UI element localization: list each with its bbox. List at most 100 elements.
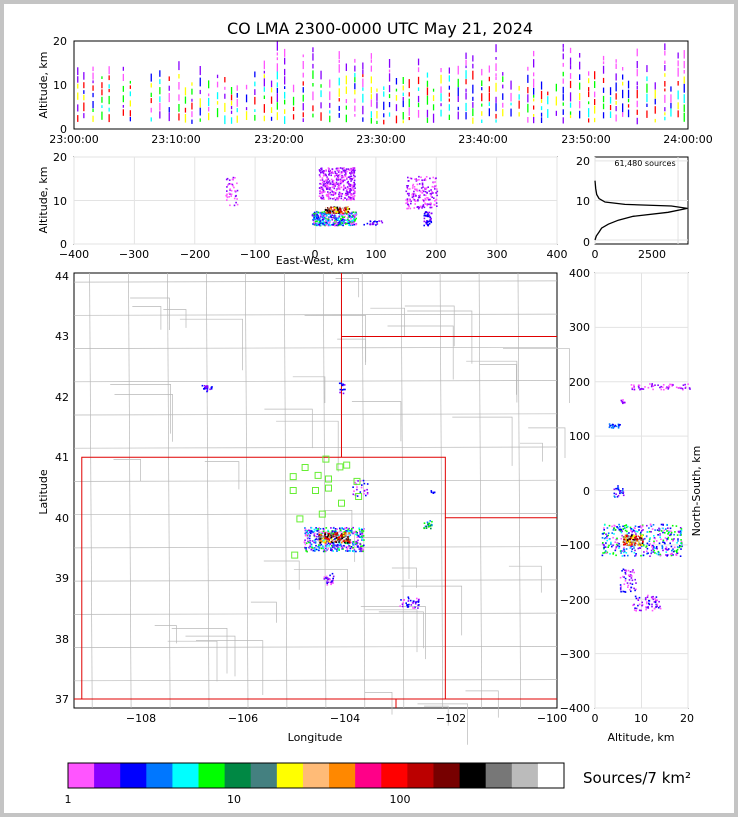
map-source [346, 548, 349, 550]
ns-source [617, 488, 619, 490]
time-stripe [370, 76, 372, 84]
map-source [306, 530, 309, 532]
ns-core [630, 543, 632, 546]
ew-source [329, 213, 332, 216]
ns-source [657, 384, 659, 386]
ns-source [659, 555, 662, 557]
ew-source [334, 185, 336, 187]
time-stripe [609, 96, 612, 104]
ew-source [334, 170, 336, 173]
time-stripe [178, 104, 180, 112]
ew-source [349, 190, 351, 192]
map-source [325, 575, 328, 578]
map-core [339, 534, 342, 537]
ew-source [226, 199, 228, 201]
ew-source [331, 219, 334, 221]
map-source [317, 529, 320, 532]
ns-source [624, 591, 627, 593]
lma-station-marker [312, 487, 319, 494]
ew-source [413, 199, 416, 201]
map-source [310, 545, 313, 548]
ew-source [349, 183, 352, 186]
ew-source [414, 178, 416, 180]
ew-source [320, 188, 323, 191]
ew-source [233, 197, 236, 200]
time-stripe [208, 80, 210, 89]
ew-source [423, 199, 425, 202]
ew-source [328, 169, 331, 171]
map-source [352, 532, 354, 535]
ew-source [378, 220, 380, 222]
ns-source [640, 388, 642, 390]
time-stripe [92, 101, 94, 109]
ns-core [640, 537, 642, 540]
time-stripe [518, 94, 520, 100]
map-source [327, 578, 330, 580]
ew-source [324, 173, 327, 176]
ew-source [347, 221, 349, 223]
ew-core [337, 210, 340, 213]
time-stripe [636, 48, 638, 57]
ns-core [624, 540, 626, 543]
ew-source [326, 222, 328, 225]
time-stripe [208, 112, 210, 121]
map-core [329, 541, 331, 543]
time-stripe [270, 87, 273, 93]
ns-source [654, 601, 657, 604]
ns-source [671, 552, 673, 555]
ew-source [319, 175, 321, 178]
time-stripe [588, 118, 590, 123]
map-source [349, 534, 352, 536]
map-source [366, 493, 369, 495]
ew-source [315, 217, 318, 219]
ns-core [629, 542, 632, 545]
ew-source [342, 176, 345, 178]
ew-source [326, 187, 328, 189]
time-stripe [168, 93, 170, 103]
ew-source [436, 190, 439, 193]
map-core [322, 534, 324, 537]
time-stripe [518, 85, 520, 91]
ew-source [323, 211, 326, 213]
time-stripe [329, 110, 331, 114]
time-stripe [108, 75, 110, 81]
ns-source [615, 487, 617, 490]
ns-xtick: 0 [592, 712, 599, 725]
ns-source [631, 387, 633, 389]
ew-source [343, 220, 345, 223]
ew-source [426, 203, 429, 205]
time-stripe [495, 82, 497, 92]
ew-source [338, 215, 340, 218]
ew-source [334, 214, 337, 217]
ns-source [611, 425, 614, 427]
time-stripe [457, 65, 459, 75]
time-stripe [432, 113, 435, 123]
ew-source [380, 220, 383, 222]
time-stripe [312, 113, 314, 118]
time-stripe [683, 104, 685, 112]
ew-source [351, 169, 353, 171]
ew-source [351, 220, 353, 222]
ns-source [639, 533, 642, 535]
ew-core [338, 209, 341, 212]
time-stripe [208, 97, 210, 107]
map-xtick: −108 [126, 712, 156, 725]
map-source [354, 531, 357, 534]
ew-source [323, 180, 326, 183]
time-stripe [417, 102, 420, 108]
ew-source [334, 174, 336, 177]
map-source [326, 549, 328, 551]
ew-source [331, 224, 333, 226]
ns-core [624, 543, 627, 545]
ew-source [322, 189, 325, 192]
time-stripe [302, 118, 304, 122]
map-source [322, 550, 325, 553]
ns-source [655, 603, 658, 606]
ew-source [327, 218, 330, 221]
ns-core [625, 543, 628, 546]
time-stripe [263, 78, 265, 87]
time-stripe [354, 83, 356, 90]
ew-source [347, 196, 350, 198]
map-source [309, 545, 311, 547]
time-stripe [502, 102, 504, 108]
